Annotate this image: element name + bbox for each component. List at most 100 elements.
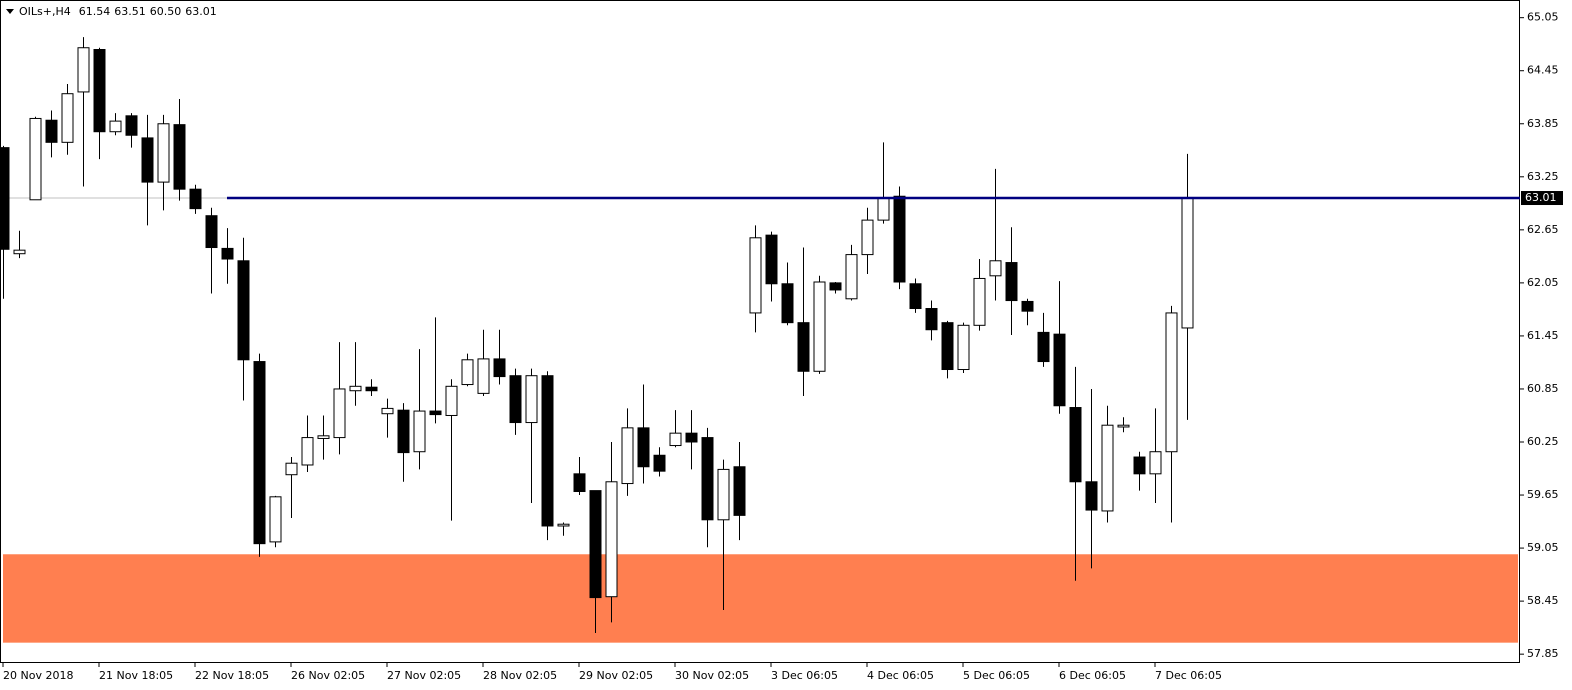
candle-body <box>669 432 682 447</box>
y-tick-label: 59.05 <box>1527 541 1559 554</box>
candle-body <box>477 358 490 394</box>
candle-body <box>365 386 378 392</box>
y-tick-label: 62.65 <box>1527 223 1559 236</box>
candle-body <box>509 375 522 424</box>
y-tick-label: 65.05 <box>1527 11 1559 24</box>
candle-body <box>269 496 282 543</box>
candle-body <box>749 237 762 314</box>
candle-body <box>1117 424 1130 428</box>
candle-body <box>1053 333 1066 407</box>
candle-body <box>701 437 714 521</box>
candle-body <box>1165 312 1178 453</box>
candle-body <box>1085 481 1098 511</box>
candle-body <box>253 361 266 545</box>
candle-body <box>61 93 74 143</box>
candle-body <box>77 47 90 93</box>
candle-body <box>653 454 666 472</box>
candle-body <box>221 247 234 260</box>
header-values: 61.54 63.51 60.50 63.01 <box>79 5 217 18</box>
y-tick-label: 62.05 <box>1527 276 1559 289</box>
menu-triangle <box>6 9 14 14</box>
candle-body <box>125 115 138 136</box>
candle-body <box>573 473 586 493</box>
header-value: 63.51 <box>114 5 146 18</box>
candle-body <box>461 359 474 386</box>
candle-body <box>1181 197 1194 329</box>
x-tick-label: 4 Dec 06:05 <box>867 669 934 682</box>
candle-body <box>29 117 42 201</box>
x-tick-label: 26 Nov 02:05 <box>291 669 365 682</box>
candle-body <box>317 435 330 439</box>
price-tag <box>1521 191 1563 206</box>
candle-body <box>861 219 874 256</box>
y-tick-label: 58.45 <box>1527 594 1559 607</box>
candle-body <box>685 432 698 443</box>
candle-body <box>525 375 538 424</box>
candle-body <box>957 324 970 371</box>
y-tick-label: 60.85 <box>1527 382 1559 395</box>
candle-body <box>0 147 10 250</box>
candle-body <box>829 282 842 291</box>
x-tick-label: 29 Nov 02:05 <box>579 669 653 682</box>
candle-body <box>445 385 458 416</box>
candle-body <box>781 283 794 324</box>
x-tick-label: 6 Dec 06:05 <box>1059 669 1126 682</box>
plot-frame <box>0 0 1520 663</box>
candle-body <box>845 254 858 300</box>
header-value: 60.50 <box>150 5 182 18</box>
candle-body <box>1133 456 1146 475</box>
candle-body <box>381 407 394 415</box>
candle-body <box>141 137 154 183</box>
candle-body <box>173 124 186 190</box>
y-tick-label: 60.25 <box>1527 435 1559 448</box>
candle-body <box>797 322 810 372</box>
candle-body <box>893 195 906 283</box>
candle-body <box>45 119 58 143</box>
x-tick-label: 7 Dec 06:05 <box>1155 669 1222 682</box>
candle-body <box>285 462 298 476</box>
x-tick-label: 21 Nov 18:05 <box>99 669 173 682</box>
candle-body <box>717 468 730 521</box>
x-tick-label: 5 Dec 06:05 <box>963 669 1030 682</box>
candle-body <box>205 215 218 249</box>
candle-body <box>493 358 506 378</box>
candle-body <box>109 120 122 133</box>
header-value: 63.01 <box>185 5 217 18</box>
y-tick-label: 57.85 <box>1527 647 1559 660</box>
candle-body <box>301 437 314 466</box>
candle-body <box>605 481 618 598</box>
y-tick-label: 61.45 <box>1527 329 1559 342</box>
y-tick-label: 64.45 <box>1527 64 1559 77</box>
candle-body <box>13 249 26 255</box>
x-tick-label: 20 Nov 2018 <box>3 669 73 682</box>
plot <box>0 37 1520 633</box>
y-tick-label: 63.25 <box>1527 170 1559 183</box>
candle-body <box>1149 451 1162 475</box>
candle-body <box>1037 331 1050 363</box>
y-tick-label: 59.65 <box>1527 488 1559 501</box>
candle-body <box>333 388 346 439</box>
x-tick-label: 22 Nov 18:05 <box>195 669 269 682</box>
candle-body <box>237 260 250 361</box>
x-tick-label: 28 Nov 02:05 <box>483 669 557 682</box>
candle-body <box>813 281 826 372</box>
candle-body <box>1021 300 1034 312</box>
x-tick-label: 3 Dec 06:05 <box>771 669 838 682</box>
zone <box>3 554 1518 643</box>
candle-body <box>413 410 426 453</box>
y-tick-label: 63.85 <box>1527 117 1559 130</box>
candle-body <box>973 277 986 326</box>
candle-body <box>989 260 1002 277</box>
header-value: 61.54 <box>79 5 111 18</box>
candle-body <box>541 375 554 527</box>
candle-body <box>557 523 570 527</box>
candle-body <box>765 234 778 285</box>
candle-body <box>1069 407 1082 483</box>
candle-body <box>589 490 602 599</box>
candle-body <box>397 409 410 454</box>
candle-body <box>877 197 890 221</box>
candle-body <box>349 385 362 392</box>
candle-body <box>93 49 106 133</box>
